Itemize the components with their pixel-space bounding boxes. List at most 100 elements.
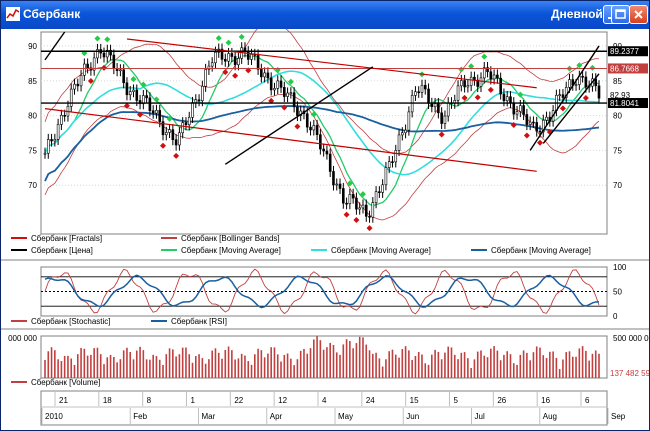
volume-bar [113,356,115,378]
trend-line-black [542,73,600,144]
volume-bar [329,342,331,378]
price-candle-body [492,74,496,80]
volume-bar [542,355,545,378]
moving-average-slow-line [44,105,600,182]
price-candle-body [315,125,319,135]
volume-bar [185,347,187,378]
fractal-up-marker [215,35,222,42]
chart-canvas[interactable]: 9090858580807575707089.237786.766882.938… [1,29,649,430]
volume-bar [70,358,73,378]
label-upper-price: 89.2377 [610,47,639,56]
price-candle-body [220,48,224,60]
volume-bar [244,355,246,378]
volume-bar [417,352,420,378]
volume-bar [493,346,495,378]
price-candle-body [328,153,332,172]
label-last-price-bg [608,90,648,101]
close-icon [634,10,643,19]
price-candle-body [63,114,66,117]
fractal-down-marker [87,78,94,85]
title-bar[interactable]: Сбербанк Дневной [1,1,649,29]
volume-bar [290,358,292,378]
volume-bar [273,347,276,378]
chart-area[interactable]: 9090858580807575707089.237786.766882.938… [1,29,649,430]
price-candle-body [391,161,394,163]
price-candle-body [260,69,263,78]
price-candle-body [181,122,184,134]
price-candle-body [394,150,398,163]
volume-bar [470,367,472,378]
price-candle-body [122,69,125,84]
volume-bar [103,364,105,378]
volume-bar [129,351,132,378]
price-candle-body [479,77,483,87]
period-label[interactable]: Дневной [551,7,603,21]
chart-app-icon [6,7,20,21]
fractal-up-marker [517,91,524,98]
x-day-label: 18 [103,396,112,405]
price-tick-left: 85 [28,77,37,86]
fractal-down-marker [281,104,288,111]
price-candle-body [194,99,198,103]
price-candle-body [420,84,424,93]
price-candle-body [407,111,411,131]
fractal-down-marker [536,139,543,146]
legend-price-label: Сбербанк [Цена] [31,246,93,255]
volume-bar [142,350,145,378]
volume-bar [434,349,436,378]
volume-bar [339,354,341,378]
price-candle-body [509,96,512,103]
price-candle-body [456,85,460,101]
volume-bar [313,339,315,378]
volume-bar [378,358,381,378]
volume-bar [60,361,63,378]
fractal-down-marker [487,86,494,93]
price-candle-body [158,110,162,122]
x-day-label: 4 [322,396,327,405]
fractal-up-marker [130,76,137,83]
volume-last-bg [608,368,649,378]
volume-bar [326,347,328,378]
volume-bar [447,346,450,378]
volume-bar [571,356,574,378]
price-candle-body [305,113,309,128]
volume-bar [473,359,476,378]
label-red-price-bg [608,63,648,74]
volume-bar [286,353,289,378]
fractal-up-marker [468,63,475,70]
price-tick-right: 85 [613,77,622,86]
label-upper-price-bg [608,46,648,57]
x-day-label: 8 [147,396,152,405]
volume-bar [306,353,309,378]
price-candle-body [505,96,509,102]
price-candle-body [89,67,93,71]
volume-tick-right: 500 000 000 [613,334,649,343]
close-button[interactable] [629,5,648,24]
price-candle-body [440,112,443,124]
volume-bar [519,354,522,378]
price-candle-body [50,139,53,142]
volume-bar [522,350,525,378]
price-candle-body [207,65,211,70]
price-candle-body [266,72,270,79]
label-red-price: 86.7668 [610,64,639,73]
maximize-button[interactable] [611,5,630,24]
x-axis-strip [40,390,608,426]
volume-bar [539,347,541,378]
volume-bar [391,349,394,378]
volume-bar [204,363,207,378]
volume-bar [227,346,230,378]
price-candle-body [53,139,57,142]
price-candle-body [489,71,493,80]
volume-bar [76,354,79,378]
fractal-down-marker [559,105,566,112]
volume-bar [119,359,122,378]
volume-bar [267,353,269,378]
price-candle-body [263,72,266,78]
volume-bar [457,359,459,378]
volume-bar [506,351,509,378]
price-candle-body [538,130,542,133]
volume-bar [309,348,312,378]
legend-stochastic-label: Сбербанк [Stochastic] [31,317,111,326]
x-month-label: Mar [202,412,216,421]
